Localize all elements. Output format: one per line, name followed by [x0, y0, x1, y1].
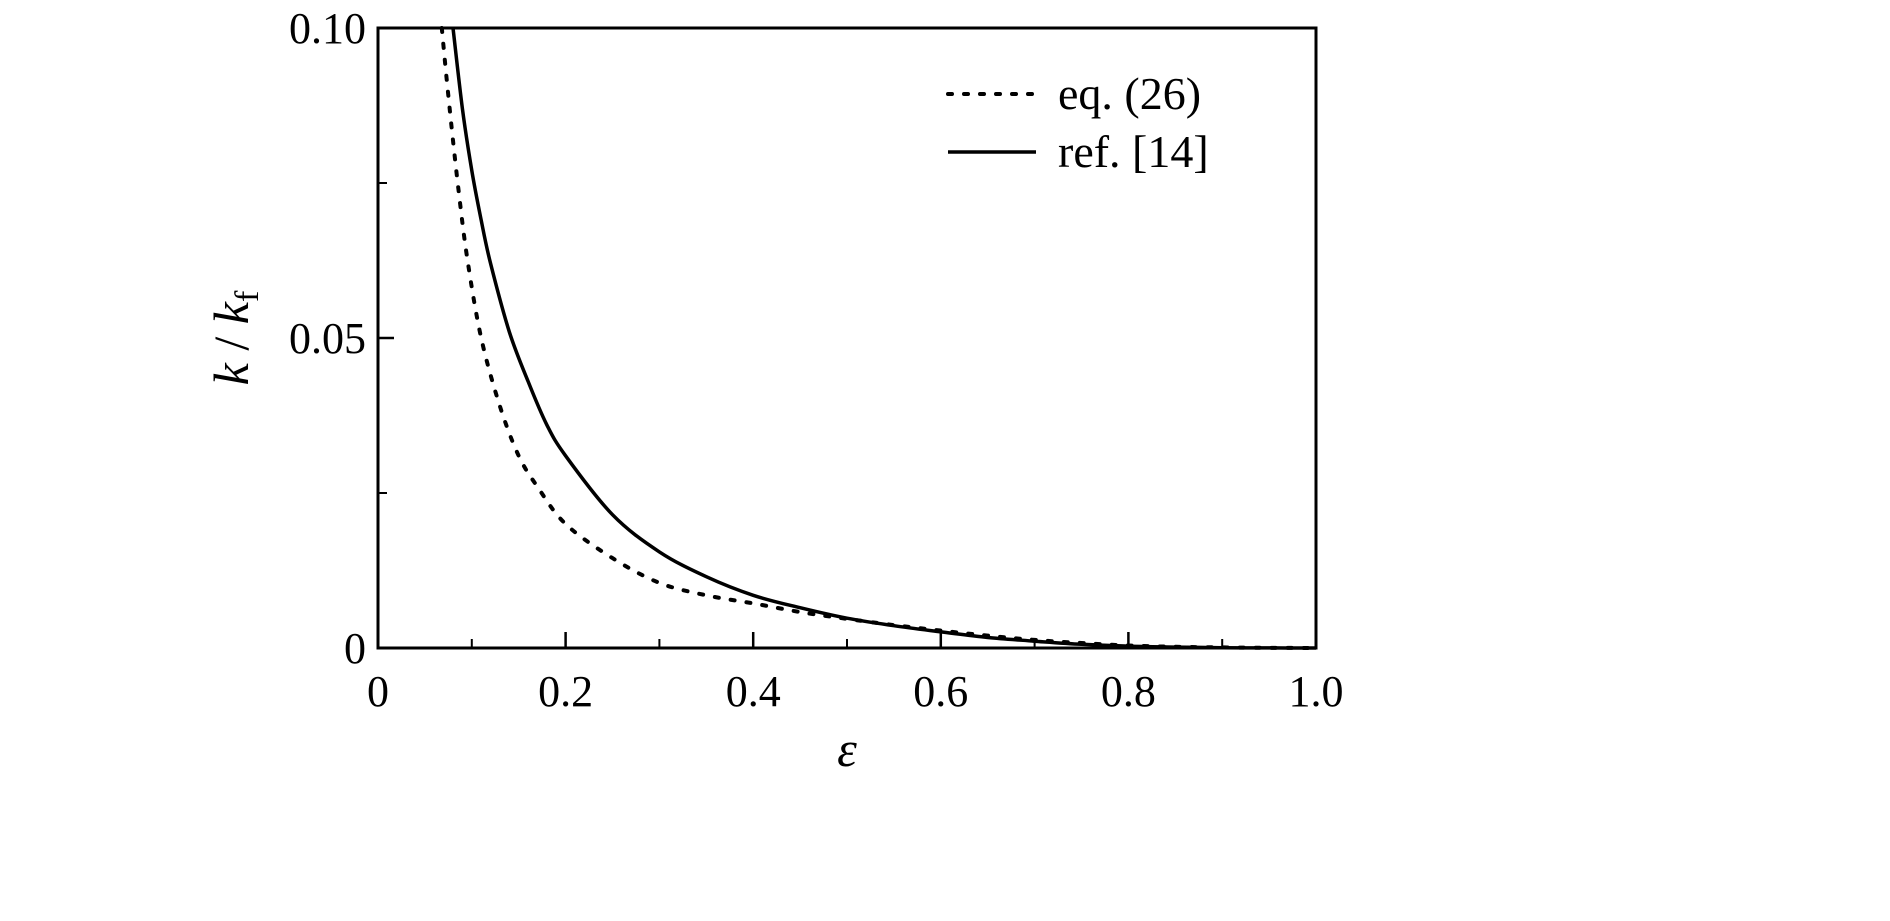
x-tick-label: 1.0 [1289, 667, 1344, 716]
x-tick-label: 0.6 [913, 667, 968, 716]
x-tick-label: 0.8 [1101, 667, 1156, 716]
series-line-2 [451, 27, 1317, 650]
y-tick-label: 0.10 [289, 4, 366, 53]
x-axis-label: ε [837, 721, 857, 777]
y-axis-label-var: k [203, 301, 259, 324]
plot-frame [376, 26, 1318, 650]
y-axis-label-main: k [203, 362, 259, 385]
y-axis-label-sub: f [229, 290, 266, 302]
y-axis-label: k / kf [203, 290, 266, 385]
series-line-1 [439, 26, 1318, 650]
labels-layer: ε k / kf [203, 290, 857, 777]
x-tick-label: 0.4 [726, 667, 781, 716]
y-axis-label-sep: / [203, 324, 259, 363]
y-tick-label: 0.05 [289, 314, 366, 363]
series-layer [439, 26, 1318, 650]
y-tick-label: 0 [344, 624, 366, 673]
x-tick-label: 0 [367, 667, 389, 716]
x-tick-label: 0.2 [538, 667, 593, 716]
legend-label-2: ref. [14] [1058, 126, 1209, 177]
legend: eq. (26) ref. [14] [946, 68, 1209, 177]
legend-label-1: eq. (26) [1058, 68, 1201, 119]
